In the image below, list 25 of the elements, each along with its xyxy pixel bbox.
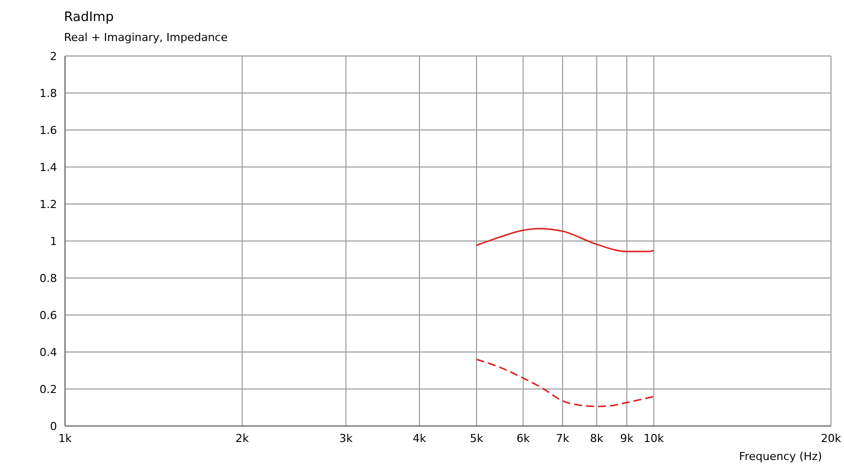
x-tick-label: 9k — [620, 432, 634, 445]
x-tick-label: 6k — [516, 432, 530, 445]
x-tick-label: 1k — [58, 432, 72, 445]
y-tick-label: 0.4 — [40, 346, 57, 359]
y-tick-label: 2 — [50, 50, 57, 63]
y-tick-label: 0.2 — [40, 382, 57, 396]
x-tick-label: 7k — [556, 432, 570, 445]
x-tick-label: 5k — [470, 432, 484, 445]
x-tick-label: 3k — [339, 432, 354, 445]
y-tick-label: 1.6 — [40, 124, 57, 137]
x-tick-label: 20k — [820, 432, 842, 445]
y-tick-label: 1 — [50, 234, 57, 248]
y-tick-label: 1.8 — [40, 86, 57, 100]
y-tick-label: 0.8 — [40, 272, 57, 285]
y-tick-label: 0 — [50, 420, 57, 433]
x-tick-label: 2k — [236, 432, 250, 445]
y-tick-label: 1.2 — [40, 198, 57, 211]
y-tick-label: 1.4 — [40, 160, 57, 174]
x-tick-label: 4k — [412, 432, 427, 445]
y-tick-label: 0.6 — [40, 308, 57, 322]
chart-subtitle: Real + Imaginary, Impedance — [64, 31, 228, 44]
x-tick-label: 10k — [644, 432, 665, 445]
x-tick-label: 8k — [590, 432, 604, 445]
chart-title: RadImp — [64, 10, 114, 25]
x-axis-title: Frequency (Hz) — [739, 450, 822, 463]
